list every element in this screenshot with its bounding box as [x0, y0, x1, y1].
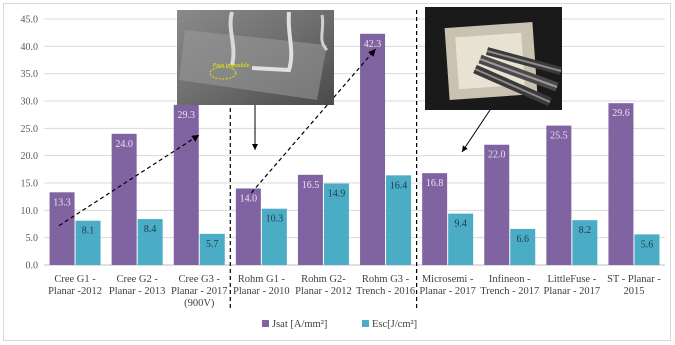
x-category-label: Cree G1 - — [54, 274, 96, 285]
y-tick-label: 10.0 — [21, 206, 39, 217]
x-category-label: Planar - 2017 — [544, 286, 601, 297]
bar-esc — [634, 234, 660, 265]
bar-jsat — [546, 125, 572, 265]
bar-jsat — [235, 188, 261, 265]
data-label: 9.4 — [454, 219, 467, 230]
bar-esc — [572, 220, 598, 265]
data-label: 5.7 — [206, 239, 219, 250]
x-category-label: Planar - 2017 — [419, 286, 476, 297]
x-category-label: Planar -2012 — [48, 286, 102, 297]
bar-jsat — [49, 192, 75, 265]
bar-jsat — [608, 103, 634, 265]
y-tick-label: 5.0 — [26, 233, 39, 244]
bar-jsat — [297, 174, 323, 265]
x-category-label: ST - Planar - — [607, 274, 661, 285]
trend-arrow-rohm — [250, 48, 377, 194]
data-label: 8.4 — [144, 224, 157, 235]
data-label: 5.6 — [641, 239, 654, 250]
bar-esc — [199, 233, 225, 265]
x-category-label: Planar - 2013 — [109, 286, 166, 297]
bar-esc — [510, 228, 536, 265]
x-category-label: (900V) — [184, 298, 215, 309]
legend-swatch — [262, 320, 269, 327]
x-category-label: Rohm G2- — [301, 274, 346, 285]
x-category-label: Infineon - — [489, 274, 531, 285]
y-tick-label: 25.0 — [21, 124, 39, 135]
data-label: 22.0 — [488, 150, 506, 161]
x-category-label: Rohm G1 - — [238, 274, 286, 285]
x-category-label: Trench - 2016 — [356, 286, 415, 297]
y-tick-label: 20.0 — [21, 151, 39, 162]
y-tick-label: 15.0 — [21, 179, 39, 190]
x-category-label: 2015 — [623, 286, 644, 297]
legend-swatch — [362, 320, 369, 327]
legend-label: Esc[J/cm²] — [372, 319, 417, 330]
x-category-label: Cree G3 - — [179, 274, 221, 285]
data-label: 14.9 — [328, 189, 346, 200]
bar-esc — [386, 175, 412, 265]
bar-esc — [323, 183, 349, 265]
bar-jsat — [173, 104, 199, 266]
data-label: 10.3 — [266, 214, 284, 225]
x-category-label: Planar - 2017 — [171, 286, 228, 297]
data-label: 24.0 — [115, 139, 133, 150]
module-photo-probes — [425, 7, 563, 110]
bar-jsat — [422, 173, 448, 265]
x-category-label: Cree G2 - — [116, 274, 158, 285]
data-label: 16.5 — [302, 180, 320, 191]
x-category-label: Planar - 2012 — [295, 286, 352, 297]
x-category-label: Trench - 2017 — [480, 286, 539, 297]
data-label: 16.8 — [426, 178, 444, 189]
data-label: 29.3 — [178, 110, 196, 121]
bar-esc — [137, 219, 163, 265]
bar-jsat — [360, 33, 386, 266]
y-tick-label: 40.0 — [21, 42, 39, 53]
data-label: 14.0 — [240, 193, 258, 204]
data-label: 16.4 — [390, 180, 408, 191]
y-tick-label: 35.0 — [21, 69, 39, 80]
data-label: 8.1 — [82, 226, 95, 237]
die-photo-bond-wires — [177, 10, 334, 105]
y-tick-label: 0.0 — [26, 261, 39, 272]
bar-jsat — [111, 133, 137, 265]
x-category-label: LittleFuse - — [547, 274, 596, 285]
data-label: 42.3 — [364, 39, 382, 50]
chart-frame — [3, 3, 671, 341]
bar-jsat — [484, 144, 510, 265]
y-tick-label: 45.0 — [21, 15, 39, 26]
bar-esc — [261, 208, 287, 265]
legend-label: Jsat [A/mm²] — [272, 319, 327, 330]
bar-esc — [448, 213, 474, 265]
photo-arrow-2 — [461, 109, 491, 153]
data-label: 8.2 — [579, 225, 592, 236]
photo-caption: Fuse imposible — [213, 63, 250, 69]
data-label: 29.6 — [612, 108, 630, 119]
x-category-label: Microsemi - — [422, 274, 474, 285]
bar-esc — [75, 220, 101, 265]
data-label: 13.3 — [53, 197, 71, 208]
data-label: 6.6 — [517, 234, 530, 245]
data-label: 25.5 — [550, 131, 568, 142]
y-tick-label: 30.0 — [21, 97, 39, 108]
x-category-label: Planar - 2010 — [233, 286, 290, 297]
x-category-label: Rohm G3 - — [362, 274, 410, 285]
